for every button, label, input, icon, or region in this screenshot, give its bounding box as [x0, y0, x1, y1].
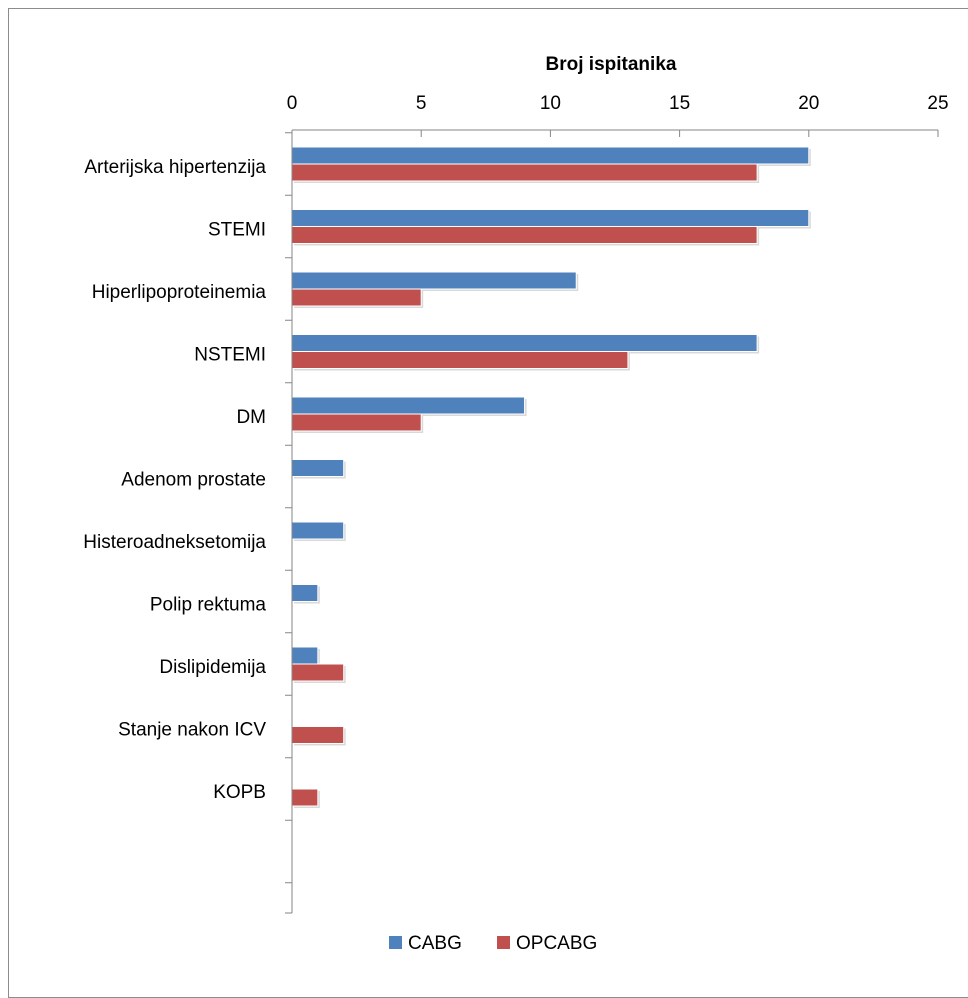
x-tick-label: 5 [416, 93, 427, 114]
bar-opcabg-3 [291, 351, 629, 369]
bar-opcabg-2 [291, 288, 422, 307]
x-tick-label: 25 [927, 93, 948, 114]
category-label: Histeroadneksetomija [83, 532, 266, 553]
category-label: DM [236, 407, 266, 428]
chart-frame: Broj ispitanika 0 5 10 15 20 25 Arterijska hi… [8, 8, 968, 998]
bar-opcabg-0 [291, 163, 758, 182]
x-tick-label: 15 [669, 93, 690, 114]
legend-swatch-opcabg [497, 936, 510, 949]
bar-cabg-5 [291, 459, 345, 477]
bar-cabg-4 [291, 396, 526, 415]
legend-label-cabg: CABG [408, 933, 462, 954]
bar-opcabg-10 [291, 788, 319, 807]
category-label: Polip rektuma [150, 595, 267, 616]
x-axis-title: Broj ispitanika [546, 54, 677, 75]
legend-swatch-cabg [389, 936, 402, 949]
bar-opcabg-8 [291, 663, 345, 682]
category-label: Dislipidemija [159, 657, 266, 678]
bar-opcabg-1 [291, 226, 758, 244]
category-label: NSTEMI [194, 345, 266, 366]
bar-cabg-8 [291, 646, 319, 665]
x-tick-label: 20 [798, 93, 819, 114]
x-tick-label: 0 [287, 93, 298, 114]
bar-cabg-7 [291, 584, 319, 602]
category-label: KOPB [213, 782, 266, 803]
bar-cabg-0 [291, 146, 810, 165]
bar-opcabg-9 [291, 726, 345, 744]
category-label: Arterijska hipertenzija [84, 157, 266, 178]
bar-cabg-1 [291, 209, 810, 227]
bar-chart: Broj ispitanika 0 5 10 15 20 25 Arterijska hi… [83, 54, 948, 954]
x-tick-label: 10 [540, 93, 561, 114]
bar-cabg-3 [291, 334, 758, 352]
category-label: Hiperlipoproteinemia [92, 282, 267, 303]
category-label: STEMI [208, 220, 266, 241]
bar-opcabg-4 [291, 413, 422, 432]
bar-cabg-6 [291, 521, 345, 540]
category-label: Adenom prostate [121, 470, 266, 491]
bar-cabg-2 [291, 271, 577, 290]
category-label: Stanje nakon ICV [118, 720, 266, 741]
legend-label-opcabg: OPCABG [516, 933, 597, 954]
